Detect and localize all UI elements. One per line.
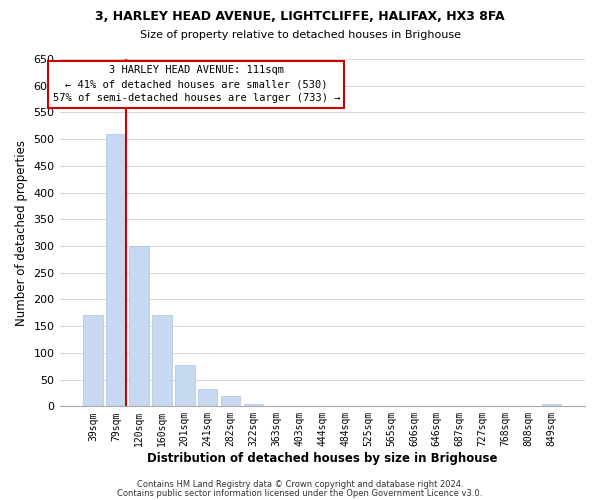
Text: 3 HARLEY HEAD AVENUE: 111sqm
← 41% of detached houses are smaller (530)
57% of s: 3 HARLEY HEAD AVENUE: 111sqm ← 41% of de…	[53, 66, 340, 104]
Bar	[83, 316, 103, 406]
Bar	[244, 404, 263, 406]
Bar	[198, 389, 217, 406]
Bar	[175, 364, 194, 406]
Bar	[221, 396, 241, 406]
Bar	[152, 316, 172, 406]
Bar	[129, 246, 149, 406]
Y-axis label: Number of detached properties: Number of detached properties	[15, 140, 28, 326]
Text: Size of property relative to detached houses in Brighouse: Size of property relative to detached ho…	[139, 30, 461, 40]
Text: Contains HM Land Registry data © Crown copyright and database right 2024.: Contains HM Land Registry data © Crown c…	[137, 480, 463, 489]
Text: 3, HARLEY HEAD AVENUE, LIGHTCLIFFE, HALIFAX, HX3 8FA: 3, HARLEY HEAD AVENUE, LIGHTCLIFFE, HALI…	[95, 10, 505, 23]
Bar	[106, 134, 126, 406]
Bar	[542, 404, 561, 406]
X-axis label: Distribution of detached houses by size in Brighouse: Distribution of detached houses by size …	[147, 452, 497, 465]
Text: Contains public sector information licensed under the Open Government Licence v3: Contains public sector information licen…	[118, 488, 482, 498]
